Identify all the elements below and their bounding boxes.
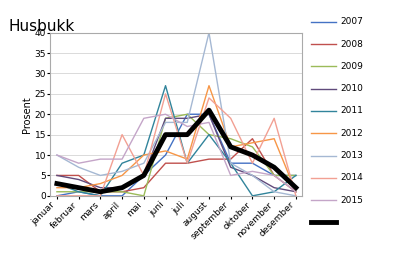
Text: 2007: 2007 [340, 17, 363, 26]
Y-axis label: Prosent: Prosent [22, 96, 32, 133]
Text: 2010: 2010 [340, 84, 363, 93]
Text: 2013: 2013 [340, 151, 363, 160]
Text: 2011: 2011 [340, 106, 363, 116]
Text: 2009: 2009 [340, 62, 363, 71]
Text: 2008: 2008 [340, 39, 363, 49]
Text: 2014: 2014 [340, 173, 363, 183]
Text: 2015: 2015 [340, 196, 363, 205]
Text: Husbukk: Husbukk [8, 19, 75, 34]
Text: 2012: 2012 [340, 129, 363, 138]
